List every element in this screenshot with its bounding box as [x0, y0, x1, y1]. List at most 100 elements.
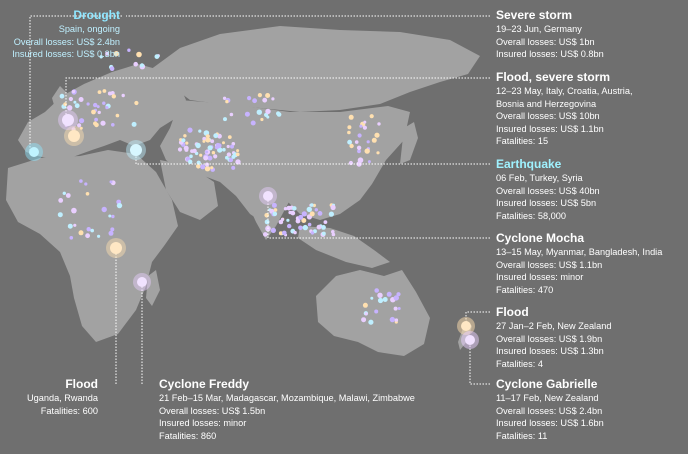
event-dot — [357, 133, 362, 138]
event-dot — [111, 123, 115, 127]
event-dot — [109, 180, 113, 184]
event-dot — [394, 318, 399, 322]
event-dot — [222, 141, 225, 145]
callout-flood-uganda: Flood Uganda, Rwanda Fatalities: 600 — [0, 377, 98, 417]
callout-line: Fatalities: 11 — [496, 430, 548, 441]
event-dot — [203, 155, 209, 161]
callout-line: Overall losses: US$ 1.9bn — [496, 333, 603, 344]
event-dot — [196, 164, 201, 169]
event-dot — [205, 137, 211, 143]
event-dot — [287, 223, 292, 229]
callout-line: Fatalities: 58,000 — [496, 210, 566, 221]
callout-line: 06 Feb, Turkey, Syria — [496, 173, 583, 183]
event-dot — [107, 91, 112, 96]
event-dot — [58, 198, 64, 203]
event-dot — [183, 134, 187, 138]
callout-line: Overall losses: US$ 1.1bn — [496, 259, 603, 270]
event-dot — [213, 154, 218, 159]
event-dot — [181, 138, 186, 143]
event-dot — [377, 122, 381, 126]
callout-line: 13–15 May, Myanmar, Bangladesh, India — [496, 247, 663, 257]
event-dot — [295, 218, 301, 224]
event-dot — [265, 93, 271, 98]
event-dot — [109, 66, 115, 71]
event-dot — [198, 129, 202, 133]
event-dot — [331, 232, 336, 237]
event-dot — [377, 292, 383, 298]
event-dot — [364, 312, 368, 316]
event-dot — [386, 291, 392, 297]
event-dot — [316, 224, 322, 230]
event-dot — [347, 139, 352, 145]
callout-line: Fatalities: 4 — [496, 358, 543, 369]
callout-line: Insured losses: US$ 1.1bn — [496, 123, 604, 134]
callout-line: Fatalities: 860 — [159, 430, 217, 441]
event-dot — [323, 220, 328, 225]
event-dot — [102, 89, 107, 93]
event-dot — [247, 96, 252, 101]
event-dot — [363, 120, 367, 124]
event-dot — [84, 182, 88, 186]
callout-line: Uganda, Rwanda — [27, 393, 98, 403]
callout-line: 27 Jan–2 Feb, New Zealand — [496, 321, 612, 331]
callout-line: Insured losses: minor — [496, 272, 584, 283]
event-dot — [357, 157, 364, 163]
callout-line: Overall losses: US$ 10bn — [496, 111, 600, 122]
event-dot — [256, 109, 262, 115]
event-dot — [272, 211, 278, 217]
event-dot — [101, 206, 107, 213]
event-dot — [79, 179, 83, 183]
leader-drought — [29, 15, 122, 150]
callout-line: 21 Feb–15 Mar, Madagascar, Mozambique, M… — [159, 393, 415, 403]
event-dot — [278, 231, 283, 236]
event-dot — [368, 319, 374, 325]
callout-title: Flood, severe storm — [496, 70, 611, 84]
event-dot — [188, 159, 193, 164]
event-dot — [187, 127, 193, 133]
event-dot — [225, 99, 229, 104]
event-dot — [283, 207, 288, 211]
event-dot — [67, 105, 73, 111]
event-dot — [331, 230, 335, 234]
callout-line: 19–23 Jun, Germany — [496, 24, 582, 34]
event-dot — [231, 165, 236, 170]
event-dot — [97, 234, 101, 238]
land-japan — [400, 122, 418, 164]
event-dot — [69, 236, 74, 240]
event-dot — [307, 222, 312, 227]
event-dot — [366, 140, 370, 144]
event-dot — [85, 192, 90, 196]
event-dot — [199, 153, 203, 157]
event-dot — [317, 211, 323, 216]
land-asia — [160, 100, 410, 222]
event-dot — [369, 114, 374, 119]
event-dot — [102, 101, 106, 105]
event-dot — [273, 208, 278, 212]
event-dot — [376, 151, 380, 155]
event-dot — [113, 51, 119, 57]
event-dot — [357, 149, 361, 154]
event-dot — [71, 207, 77, 214]
event-dot — [90, 228, 94, 233]
event-dot — [204, 166, 211, 172]
event-dot — [207, 155, 213, 161]
event-dot — [252, 98, 257, 104]
callout-line: Insured losses: US$ 5bn — [496, 198, 597, 209]
event-dot — [306, 206, 312, 213]
event-dot — [108, 230, 114, 236]
callout-drought: Drought Spain, ongoing Overall losses: U… — [0, 8, 120, 61]
event-dot — [260, 117, 264, 122]
callout-flood-nz: Flood 27 Jan–2 Feb, New Zealand Overall … — [496, 305, 686, 370]
event-dot — [65, 193, 71, 198]
callout-cyclone-freddy: Cyclone Freddy 21 Feb–15 Mar, Madagascar… — [159, 377, 459, 442]
callout-cyclone-gabrielle: Cyclone Gabrielle 11–17 Feb, New Zealand… — [496, 377, 686, 442]
event-dot — [231, 154, 236, 159]
event-dot — [210, 166, 214, 170]
event-dot — [377, 297, 384, 304]
land-arabia — [160, 160, 218, 220]
event-dot — [97, 90, 102, 94]
event-dot — [301, 218, 307, 223]
event-dot — [235, 159, 241, 165]
event-dot — [347, 125, 352, 130]
